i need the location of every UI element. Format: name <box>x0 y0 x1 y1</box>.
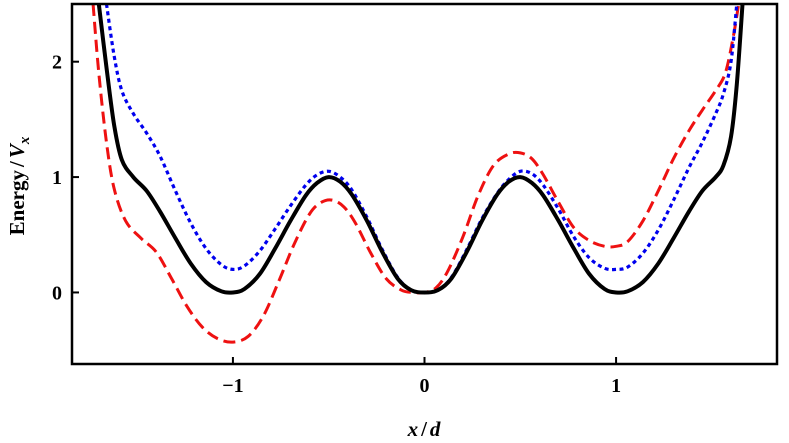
dotted-curve <box>104 4 739 295</box>
x-tick-label: 1 <box>611 375 621 397</box>
x-axis-label-var: x <box>407 417 419 441</box>
y-axis-label: Energy / Vx <box>5 136 33 235</box>
x-axis-label-sep: / <box>420 417 428 441</box>
y-tick-label: 1 <box>52 167 62 189</box>
plot-frame <box>70 2 779 366</box>
y-tick-label: 2 <box>52 52 62 74</box>
ticks-group: −1 0 1 0 1 2 <box>52 52 621 397</box>
x-tick-label: 0 <box>420 375 430 397</box>
x-axis-label-unit: d <box>430 417 441 441</box>
x-tick-label: −1 <box>222 375 243 397</box>
y-axis-label-prefix: Energy <box>5 170 29 236</box>
y-tick-label: 0 <box>52 282 62 304</box>
y-axis-label-var: V <box>5 142 29 158</box>
x-axis-label: x / d <box>407 417 441 441</box>
y-axis-label-sep: / <box>5 160 29 168</box>
curves-group <box>91 4 745 344</box>
y-axis-label-sub: x <box>17 136 33 145</box>
solid-curve <box>96 4 745 295</box>
